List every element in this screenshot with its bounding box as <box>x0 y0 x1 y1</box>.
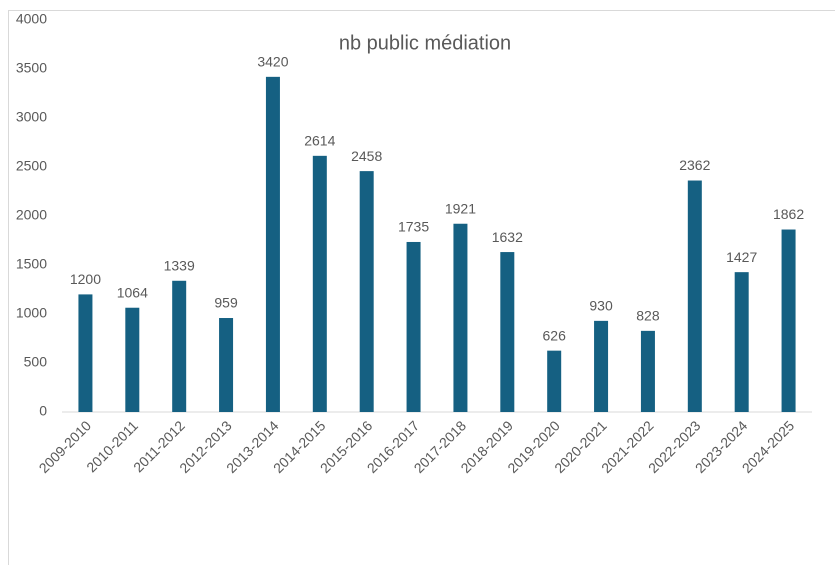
data-label: 1735 <box>398 219 429 235</box>
data-label: 1427 <box>726 249 757 265</box>
data-label: 930 <box>589 298 613 314</box>
y-tick-label: 0 <box>39 403 47 419</box>
bar <box>547 350 562 412</box>
y-tick-label: 500 <box>24 354 48 370</box>
bar <box>312 155 327 412</box>
data-label: 2458 <box>351 148 382 164</box>
data-label: 626 <box>543 327 567 343</box>
bar <box>219 318 234 412</box>
chart-frame <box>8 10 835 565</box>
y-tick-label: 4000 <box>16 11 47 27</box>
bar <box>78 294 93 412</box>
bar <box>172 280 187 412</box>
bar <box>594 320 609 412</box>
y-tick-label: 3000 <box>16 109 47 125</box>
bar <box>453 223 468 412</box>
data-label: 959 <box>214 295 238 311</box>
data-label: 3420 <box>257 54 288 70</box>
data-label: 2362 <box>679 157 710 173</box>
bar <box>406 241 421 412</box>
data-label: 1921 <box>445 200 476 216</box>
y-tick-label: 3500 <box>16 60 47 76</box>
data-label: 828 <box>636 308 660 324</box>
data-label: 1632 <box>492 229 523 245</box>
y-tick-label: 1500 <box>16 256 47 272</box>
bar <box>265 76 280 412</box>
bar <box>734 272 749 412</box>
data-label: 1064 <box>117 284 148 300</box>
data-label: 2614 <box>304 133 335 149</box>
y-tick-label: 2000 <box>16 207 47 223</box>
bar <box>781 229 796 412</box>
data-label: 1862 <box>773 206 804 222</box>
bar <box>125 307 140 412</box>
bar <box>640 330 655 412</box>
data-label: 1339 <box>164 257 195 273</box>
bar <box>359 171 374 412</box>
y-tick-label: 2500 <box>16 158 47 174</box>
bar <box>500 252 515 412</box>
y-tick-label: 1000 <box>16 305 47 321</box>
data-label: 1200 <box>70 271 101 287</box>
chart-title: nb public médiation <box>339 32 511 54</box>
bar <box>687 180 702 412</box>
